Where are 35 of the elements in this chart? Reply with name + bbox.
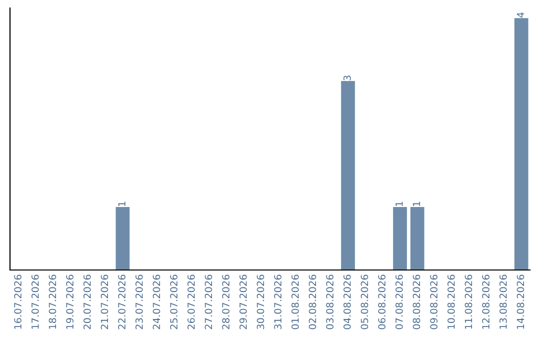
x-tick-label: 24.07.2026 — [152, 274, 160, 330]
x-tick-label: 06.08.2026 — [378, 274, 386, 330]
x-tick-label: 09.08.2026 — [430, 274, 438, 330]
x-tick-label: 17.07.2026 — [31, 274, 39, 329]
x-tick-label: 31.07.2026 — [274, 274, 282, 330]
x-tick-label: 10.08.2026 — [447, 274, 455, 329]
x-tick-label: 11.08.2026 — [464, 274, 472, 329]
x-tick-label: 07.08.2026 — [395, 274, 403, 330]
x-tick-label: 18.07.2026 — [48, 274, 56, 329]
x-tick-label: 12.08.2026 — [482, 274, 490, 329]
x-tick-label: 02.08.2026 — [308, 274, 316, 330]
data-label: 1 — [396, 202, 403, 206]
x-tick-label: 28.07.2026 — [222, 274, 230, 330]
x-tick-label: 16.07.2026 — [14, 274, 22, 329]
x-tick-label: 19.07.2026 — [66, 274, 74, 329]
x-tick-label: 14.08.2026 — [516, 274, 524, 329]
x-tick-label: 27.07.2026 — [204, 274, 212, 330]
data-label: 1 — [118, 202, 126, 206]
x-tick-label: 01.08.2026 — [291, 274, 299, 330]
data-label: 4 — [516, 12, 524, 18]
x-tick-label: 25.07.2026 — [170, 274, 178, 330]
x-tick-label: 23.07.2026 — [135, 274, 143, 330]
x-tick-label: 30.07.2026 — [256, 274, 264, 330]
x-tick-label: 29.07.2026 — [239, 274, 247, 330]
x-tick-label: 03.08.2026 — [326, 274, 334, 330]
x-tick-label: 26.07.2026 — [187, 274, 195, 330]
x-tick-label: 04.08.2026 — [343, 274, 351, 330]
x-tick-label: 05.08.2026 — [360, 274, 368, 330]
x-tick-label: 13.08.2026 — [499, 274, 507, 329]
x-tick-label: 20.07.2026 — [83, 274, 91, 330]
data-label: 3 — [343, 76, 351, 80]
x-tick-label: 21.07.2026 — [100, 274, 108, 330]
data-label: 1 — [412, 202, 420, 206]
x-tick-label: 08.08.2026 — [412, 274, 420, 330]
x-tick-label: 22.07.2026 — [118, 274, 126, 330]
